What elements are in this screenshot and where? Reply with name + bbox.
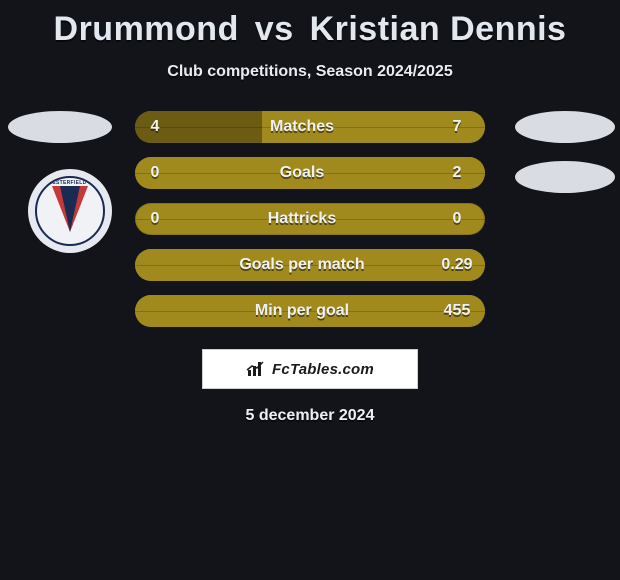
stat-label: Hattricks (175, 210, 429, 228)
subtitle: Club competitions, Season 2024/2025 (0, 63, 620, 81)
stat-row: Min per goal455 (135, 295, 485, 327)
stat-value-right: 455 (429, 302, 485, 320)
player2-name: Kristian Dennis (310, 10, 567, 48)
stat-value-left: 0 (135, 164, 175, 182)
club-badge-inner: CHESTERFIELD FC (35, 176, 105, 246)
stat-label: Min per goal (175, 302, 429, 320)
attribution-text: FcTables.com (272, 361, 374, 378)
player2-avatar-placeholder (515, 111, 615, 143)
date-footer: 5 december 2024 (0, 407, 620, 425)
stat-label: Matches (175, 118, 429, 136)
stat-label: Goals per match (175, 256, 429, 274)
stat-value-right: 7 (429, 118, 485, 136)
club-badge-shape-blue (60, 186, 80, 232)
stat-value-right: 0.29 (429, 256, 485, 274)
stat-label: Goals (175, 164, 429, 182)
stat-row: 0Hattricks0 (135, 203, 485, 235)
stat-row: 0Goals2 (135, 157, 485, 189)
stat-rows: 4Matches70Goals20Hattricks0Goals per mat… (135, 111, 485, 327)
stat-value-right: 0 (429, 210, 485, 228)
player2-club-placeholder (515, 161, 615, 193)
player1-avatar-placeholder (8, 111, 112, 143)
stat-value-left: 0 (135, 210, 175, 228)
page-title: Drummond vs Kristian Dennis (0, 0, 620, 49)
stat-value-left: 4 (135, 118, 175, 136)
player1-club-badge: CHESTERFIELD FC (28, 169, 112, 253)
comparison-content: CHESTERFIELD FC 4Matches70Goals20Hattric… (0, 111, 620, 425)
bar-chart-icon (246, 360, 266, 378)
attribution-box: FcTables.com (202, 349, 418, 389)
player1-name: Drummond (54, 10, 239, 48)
stat-row: Goals per match0.29 (135, 249, 485, 281)
vs-separator: vs (255, 10, 294, 48)
stat-value-right: 2 (429, 164, 485, 182)
stat-row: 4Matches7 (135, 111, 485, 143)
